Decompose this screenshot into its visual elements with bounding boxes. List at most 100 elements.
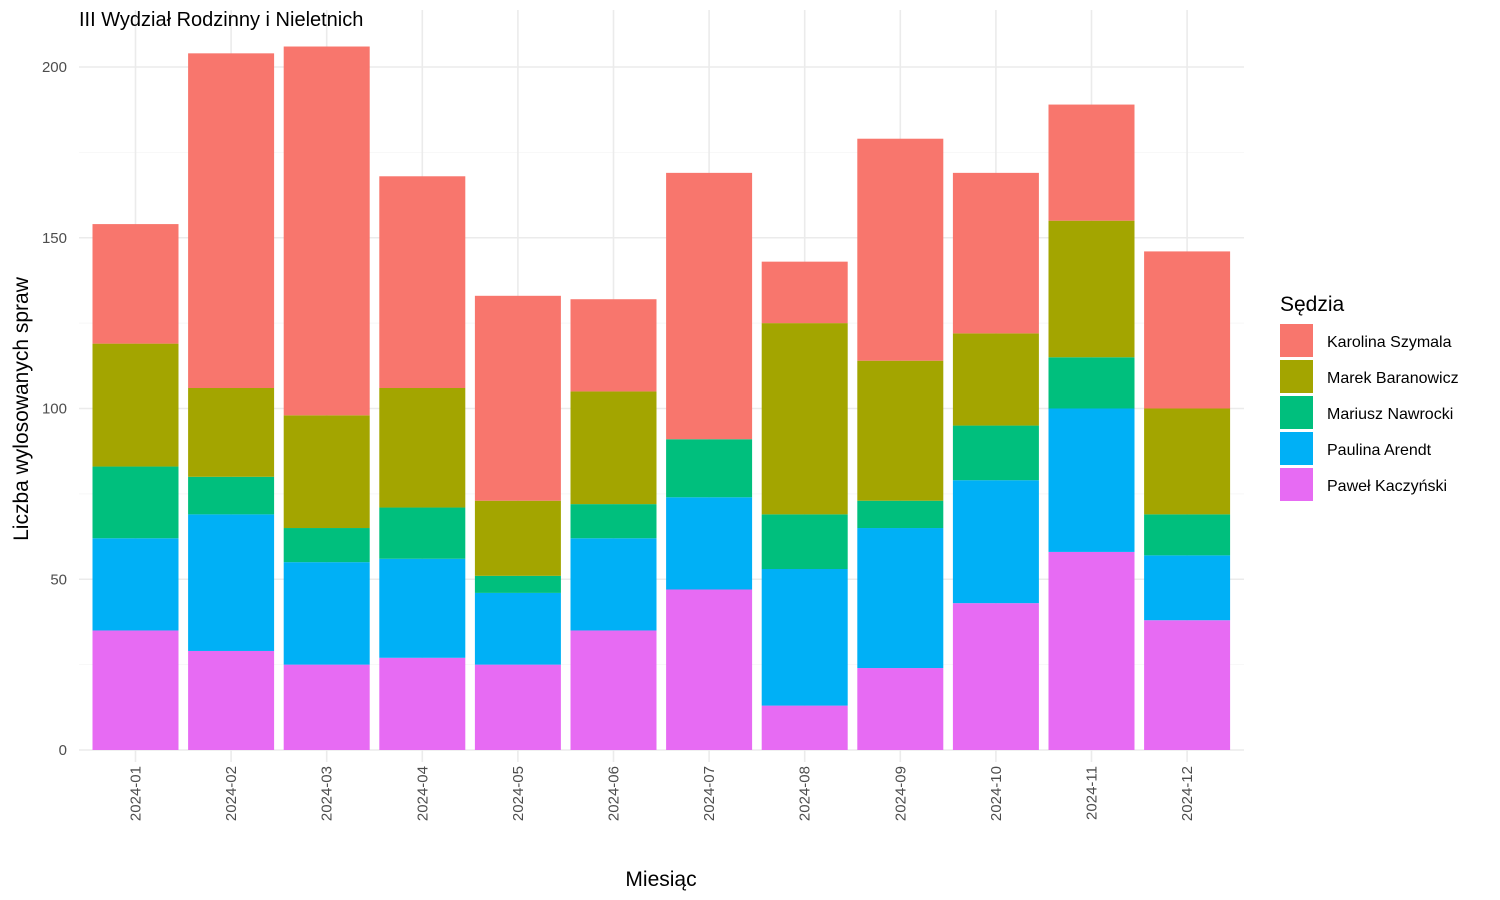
x-tick-label: 2024-09 [892,766,909,821]
bar-segment [952,480,1039,604]
x-tick-label: 2024-05 [510,766,527,821]
bar-segment [1144,555,1231,621]
bar-segment [1144,251,1231,409]
y-tick-label: 0 [59,742,67,759]
x-tick-label: 2024-06 [606,766,623,821]
bar-segment [283,664,370,750]
bar-segment [188,514,275,651]
bar-segment [283,46,370,416]
bar-segment [92,538,179,631]
bar-segment [857,138,944,361]
chart-title: III Wydział Rodzinny i Nieletnich [79,9,363,31]
legend-item: Mariusz Nawrocki [1280,396,1453,429]
x-tick-label: 2024-08 [797,766,814,821]
bar-segment [92,224,179,344]
bar-segment [474,500,561,576]
bar-segment [1048,104,1135,221]
bar-segment [1048,408,1135,552]
x-axis-ticks: 2024-01 2024-02 2024-03 2024-04 2024-05 2024-… [128,766,1197,821]
bar-segment [570,504,657,539]
x-tick-label: 2024-02 [223,766,240,821]
bar-segment [857,668,944,750]
bar-segment [1144,514,1231,556]
bar-segment [379,507,466,559]
x-tick-label: 2024-07 [701,766,718,821]
bar-segment [1048,357,1135,409]
legend-label: Paulina Arendt [1327,442,1432,459]
bar-segment [666,439,753,498]
legend-label: Karolina Szymala [1327,334,1452,351]
bar-segment [283,562,370,665]
bar-segment [188,388,275,477]
legend-swatch [1280,432,1313,465]
bar-segment [857,528,944,669]
legend-title: Sędzia [1280,293,1345,316]
bar-segment [952,172,1039,334]
x-axis-title: Miesiąc [625,868,696,891]
bar-segment [1144,408,1231,515]
y-axis-ticks: 0 50 100 150 200 [42,59,67,759]
y-tick-label: 100 [42,401,67,418]
bar-segment [570,391,657,505]
bar-segment [666,172,753,440]
bar-segment [952,425,1039,481]
legend-swatch [1280,324,1313,357]
bar-segment [1048,551,1135,750]
legend-label: Paweł Kaczyński [1327,478,1447,495]
bar-segment [92,630,179,750]
bar-segment [379,657,466,750]
bar-segment [857,360,944,501]
bar-segment [283,528,370,563]
bar-segment [474,575,561,593]
bar-segment [952,603,1039,750]
y-tick-label: 50 [50,571,67,588]
bar-segment [1144,620,1231,750]
bar-segment [570,299,657,392]
bar-segment [952,333,1039,426]
bar-segment [666,497,753,590]
bar-segment [188,476,275,515]
bar-segment [474,664,561,750]
legend-label: Marek Baranowicz [1327,370,1459,387]
bar-segment [474,592,561,665]
legend-label: Mariusz Nawrocki [1327,406,1453,423]
bar-segment [474,295,561,501]
legend-item: Paweł Kaczyński [1280,468,1447,501]
bar-segment [570,630,657,750]
bar-segment [761,261,848,324]
bar-segment [761,705,848,750]
bar-segment [188,53,275,389]
x-tick-label: 2024-01 [128,766,145,821]
bar-segment [761,514,848,570]
bar-segment [283,415,370,529]
legend-swatch [1280,468,1313,501]
y-axis-title: Liczba wylosowanych spraw [10,276,33,541]
legend-swatch [1280,360,1313,393]
bar-segment [379,388,466,508]
bar-segment [1048,220,1135,358]
bar-segment [570,538,657,631]
bar-segment [379,558,466,658]
bar-segment [761,323,848,515]
legend-item: Paulina Arendt [1280,432,1432,465]
bar-segment [666,589,753,750]
legend-item: Karolina Szymala [1280,324,1452,357]
bar-segment [92,343,179,467]
legend-swatch [1280,396,1313,429]
x-tick-label: 2024-12 [1179,766,1196,821]
legend: Sędzia Karolina Szymala Marek Baranowicz M… [1280,293,1459,501]
x-tick-label: 2024-10 [988,766,1005,821]
legend-item: Marek Baranowicz [1280,360,1459,393]
x-tick-label: 2024-03 [319,766,336,821]
bar-segment [379,176,466,389]
y-tick-label: 200 [42,59,67,76]
bar-segment [92,466,179,539]
bar-segment [761,569,848,706]
bar-segment [188,650,275,750]
bar-segment [857,500,944,529]
bars [92,46,1231,750]
y-tick-label: 150 [42,230,67,247]
x-tick-label: 2024-11 [1084,766,1101,820]
x-tick-label: 2024-04 [414,766,431,821]
